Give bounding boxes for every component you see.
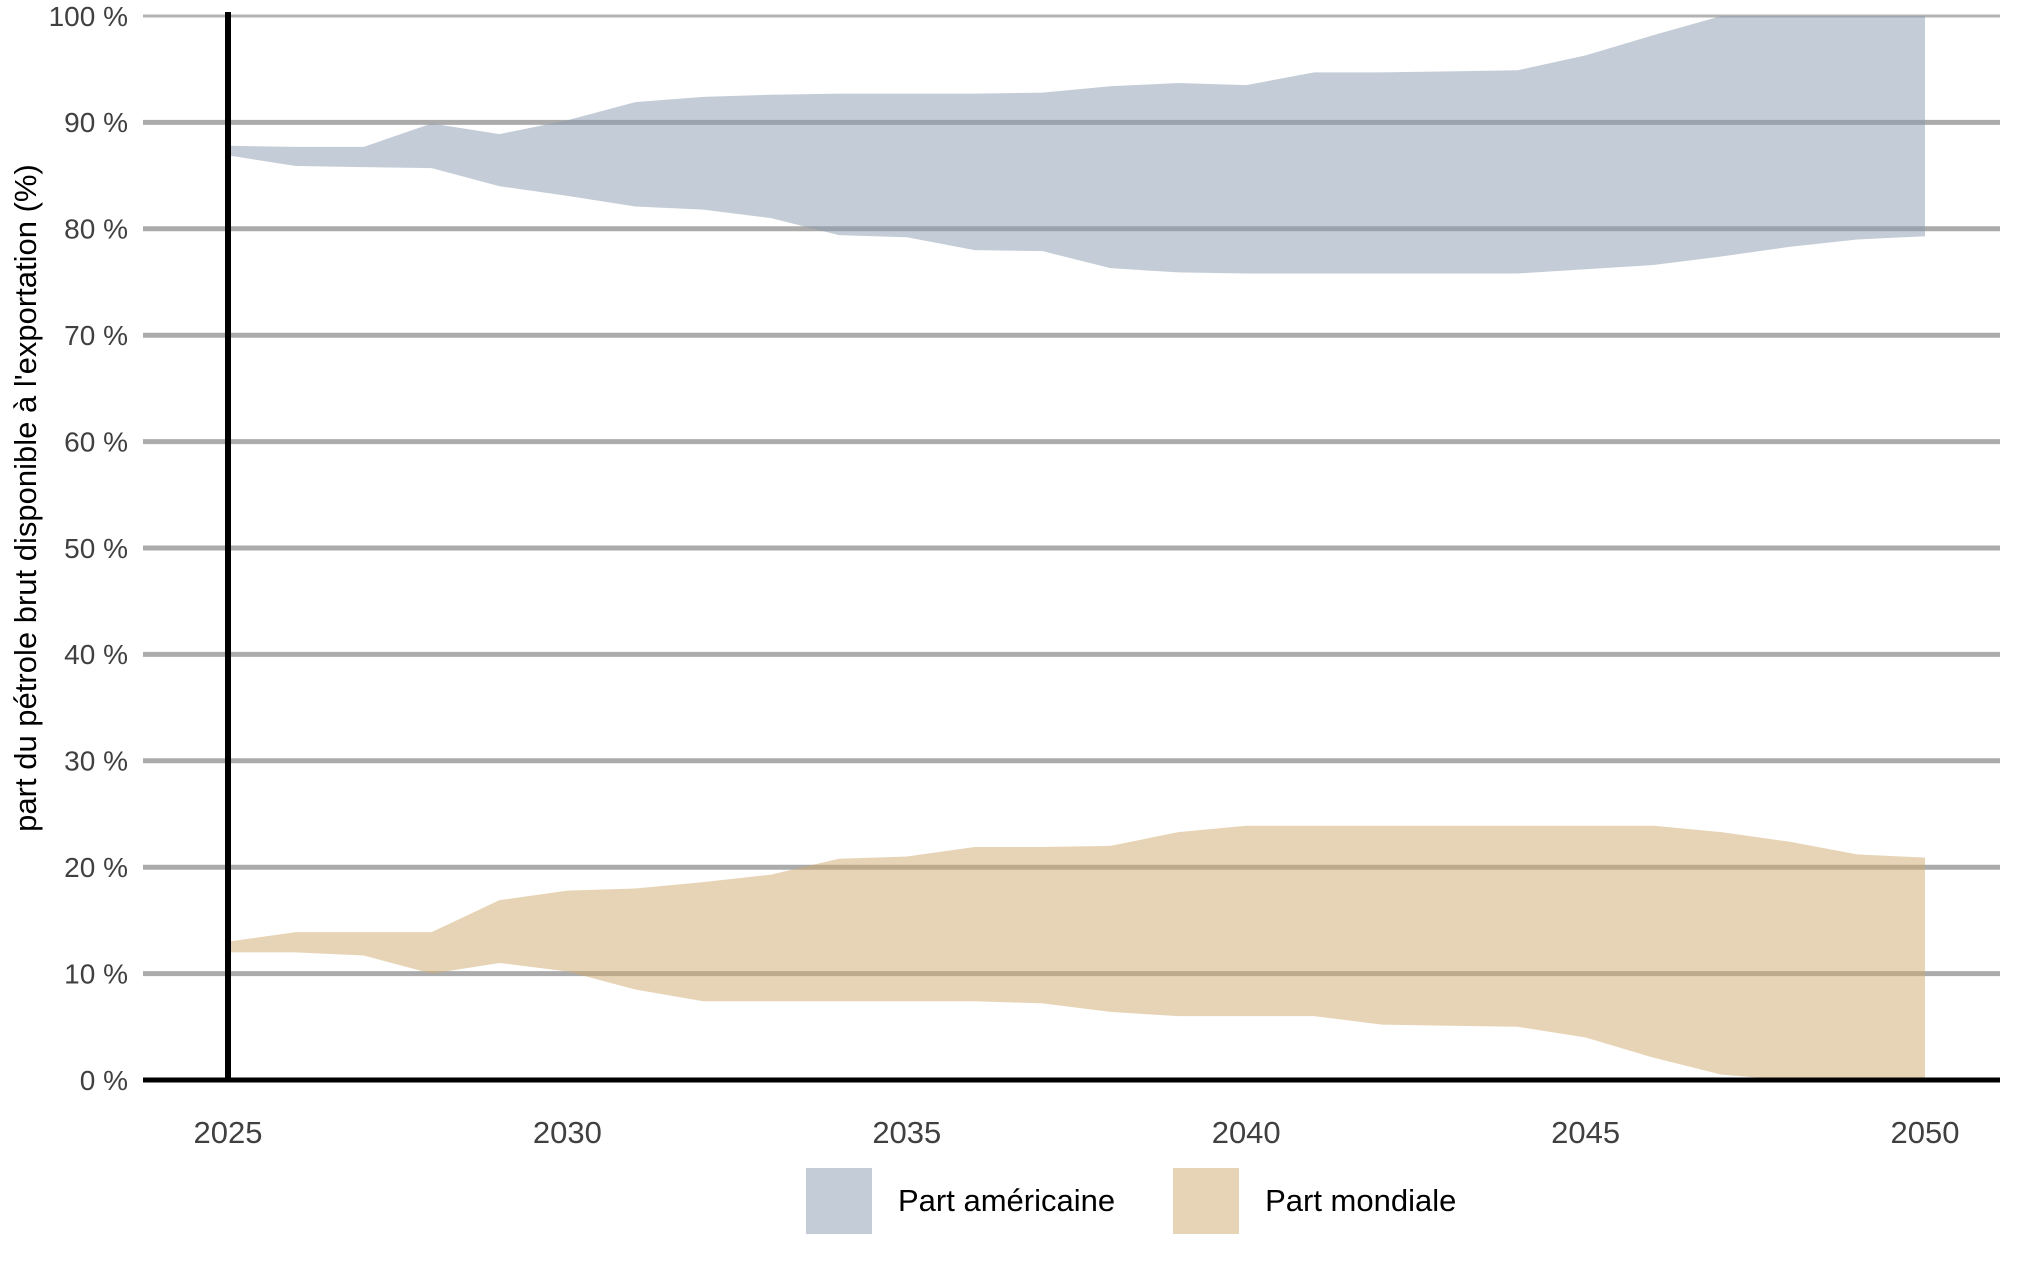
legend-swatch-part-mondiale [1173,1168,1240,1234]
legend-item-part-mondiale: Part mondiale [1173,1168,1456,1234]
y-tick-label-90: 90 % [64,107,128,138]
band-part-am-ricaine [228,16,1925,274]
y-tick-label-30: 30 % [64,746,128,777]
x-tick-label-2030: 2030 [533,1115,602,1150]
y-tick-label-40: 40 % [64,639,128,670]
y-tick-label-50: 50 % [64,533,128,564]
y-axis-title: part du pétrole brut disponible à l'expo… [8,164,43,832]
y-tick-label-60: 60 % [64,426,128,457]
y-tick-labels-group: 0 % 10 % 20 % 30 % 40 % 50 % 60 % 70 % 80 % 90 % 1… [49,1,128,1096]
y-tick-label-10: 10 % [64,958,128,989]
legend-swatch-part-americaine [806,1168,872,1234]
y-tick-label-100: 100 % [49,1,128,32]
y-tick-label-20: 20 % [64,852,128,883]
x-tick-label-2035: 2035 [872,1115,941,1150]
x-tick-label-2050: 2050 [1891,1115,1960,1150]
legend-item-part-americaine: Part américaine [806,1168,1115,1234]
y-tick-label-80: 80 % [64,214,128,245]
x-tick-label-2040: 2040 [1212,1115,1281,1150]
ribbon-bands-group [228,16,1925,1080]
x-tick-label-2045: 2045 [1551,1115,1620,1150]
y-tick-label-0: 0 % [80,1065,128,1096]
legend-label-part-mondiale: Part mondiale [1265,1183,1457,1218]
legend-label-part-americaine: Part américaine [898,1183,1116,1218]
x-tick-labels-group: 2025 2030 2035 2040 2045 2050 [194,1115,1960,1150]
y-tick-label-70: 70 % [64,320,128,351]
legend: Part américaine Part mondiale [806,1168,1456,1234]
x-tick-label-2025: 2025 [194,1115,263,1150]
band-part-mondiale [228,825,1925,1080]
